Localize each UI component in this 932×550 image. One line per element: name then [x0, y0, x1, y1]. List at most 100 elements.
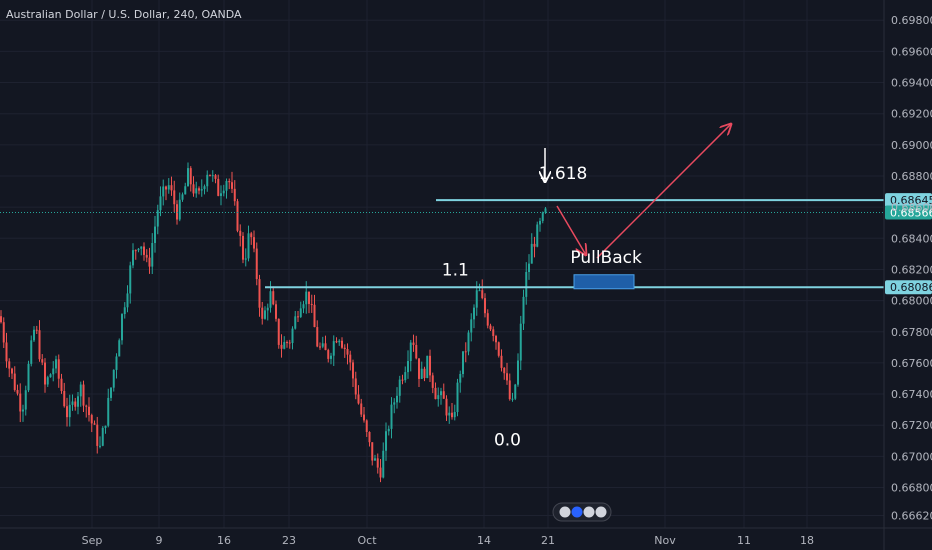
y-tick-label: 0.67000: [891, 450, 932, 463]
candle-body: [390, 404, 393, 429]
candle-body: [332, 341, 335, 356]
candle-body: [291, 328, 294, 344]
level-price-label: 0.68645: [890, 194, 932, 207]
y-tick-label: 0.69800: [891, 14, 932, 27]
candle-body: [178, 199, 181, 220]
candle-body: [308, 291, 310, 304]
candle-body: [478, 290, 481, 292]
candle-body: [148, 257, 151, 267]
candle-body: [415, 344, 418, 359]
candle-body: [481, 290, 484, 299]
candle-body: [453, 412, 456, 418]
candle-body: [363, 414, 365, 421]
candle-body: [115, 356, 118, 370]
candle-body: [0, 316, 2, 323]
candle-body: [528, 263, 530, 272]
y-tick-label: 0.69400: [891, 77, 932, 90]
candle-body: [544, 208, 547, 213]
candle-body: [280, 344, 283, 349]
candle-body: [379, 467, 382, 478]
candle-body: [489, 325, 492, 330]
y-tick-label: 0.68400: [891, 232, 932, 245]
candle-body: [255, 248, 258, 280]
candle-body: [52, 368, 55, 375]
candle-body: [71, 401, 74, 405]
candle-body: [357, 394, 360, 404]
candle-body: [118, 340, 121, 357]
candle-body: [140, 246, 143, 249]
candle-body: [16, 389, 19, 394]
candle-body: [217, 178, 220, 196]
candle-body: [354, 378, 357, 395]
candle-body: [110, 387, 112, 398]
candle-body: [503, 367, 506, 374]
candle-body: [247, 233, 250, 259]
candle-body: [387, 428, 390, 432]
candle-body: [176, 204, 178, 220]
candle-body: [239, 230, 242, 236]
candle-body: [236, 201, 239, 231]
candle-body: [316, 327, 319, 347]
arrow-down-to-pullback: [556, 205, 586, 255]
arrow-up-target: [596, 124, 731, 259]
candle-body: [220, 193, 222, 196]
candle-body: [341, 340, 343, 348]
candle-body: [393, 402, 396, 405]
x-tick-label: Nov: [654, 534, 676, 547]
candle-body: [112, 369, 115, 388]
candle-body: [134, 250, 137, 252]
candle-body: [233, 188, 236, 202]
y-tick-label: 0.69000: [891, 139, 932, 152]
candle-body: [396, 395, 398, 403]
candle-body: [343, 347, 346, 350]
candle-body: [294, 316, 297, 329]
candle-body: [156, 210, 159, 227]
x-tick-label: 11: [737, 534, 751, 547]
event-dot: [595, 506, 607, 518]
candle-body: [371, 442, 374, 461]
candle-body: [19, 393, 22, 412]
candle-body: [283, 342, 286, 349]
candle-body: [420, 368, 423, 379]
y-tick-label: 0.67200: [891, 419, 932, 432]
candle-body: [440, 391, 442, 396]
candle-body: [49, 374, 52, 378]
candle-body: [143, 246, 145, 255]
candle-body: [68, 404, 71, 418]
current-price-label: 0.68566: [890, 206, 932, 219]
candle-body: [82, 384, 85, 406]
candle-body: [514, 384, 517, 399]
pullback-zone[interactable]: [573, 274, 635, 290]
candle-body: [288, 342, 291, 344]
candle-body: [448, 412, 451, 416]
candle-body: [107, 397, 110, 426]
candle-body: [423, 368, 426, 378]
y-tick-label: 0.69200: [891, 108, 932, 121]
candle-body: [429, 355, 431, 376]
candle-body: [192, 184, 195, 194]
candle-body: [253, 237, 255, 249]
candle-body: [376, 458, 379, 468]
candle-body: [35, 329, 38, 331]
candle-body: [104, 425, 107, 428]
candle-body: [162, 186, 165, 197]
candle-body: [451, 412, 453, 418]
event-icons[interactable]: [552, 502, 612, 522]
candle-body: [484, 298, 486, 314]
candle-body: [231, 182, 233, 189]
level-price-label: 0.68086: [890, 281, 932, 294]
candle-body: [431, 375, 434, 388]
candle-body: [418, 358, 420, 379]
candle-body: [145, 254, 148, 258]
annotations: 1.618 1.1 0.0 PullBack: [442, 164, 642, 450]
candle-body: [475, 290, 478, 308]
y-tick-label: 0.68800: [891, 170, 932, 183]
candle-body: [459, 374, 462, 383]
candle-body: [346, 349, 349, 355]
candle-body: [93, 423, 96, 425]
candle-body: [442, 391, 445, 399]
candle-body: [13, 373, 16, 390]
candle-body: [335, 341, 338, 343]
candle-body: [426, 355, 429, 378]
